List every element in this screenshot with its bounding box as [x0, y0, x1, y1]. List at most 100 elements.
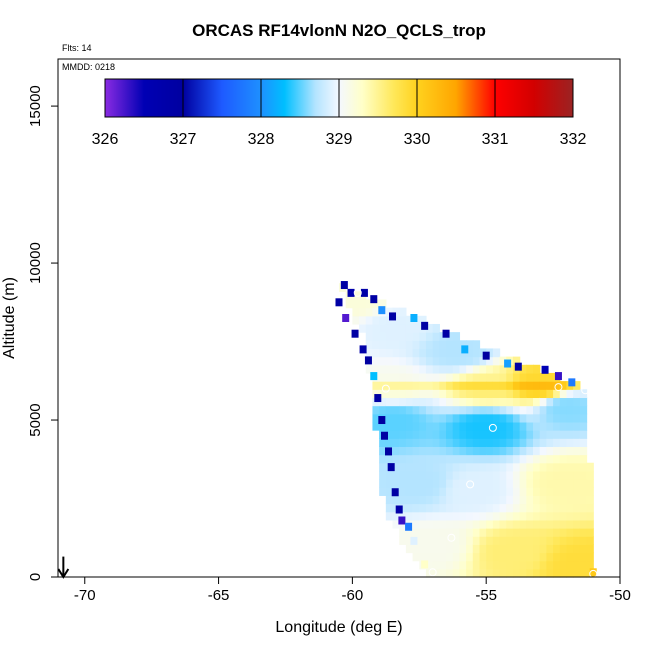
heatmap-cell [419, 503, 427, 513]
heatmap-cell [379, 405, 387, 415]
heatmap-cell [359, 323, 367, 333]
heatmap-cell [379, 340, 387, 350]
heatmap-cell [446, 479, 454, 488]
heatmap-cell [512, 356, 521, 366]
heatmap-cell [579, 519, 588, 529]
heatmap-cell [446, 348, 454, 358]
heatmap-cell [466, 348, 474, 358]
sample-circle [554, 383, 563, 392]
heatmap-cell [486, 462, 494, 472]
heatmap-cell [559, 462, 568, 472]
heatmap-cell [506, 389, 514, 399]
heatmap-cell [573, 568, 581, 578]
heatmap-cell [466, 446, 474, 456]
heatmap-cell [432, 536, 440, 545]
heatmap-cell [365, 340, 374, 350]
chart-title: ORCAS RF14vlonN N2O_QCLS_trop [192, 21, 486, 40]
heatmap-cell [385, 430, 394, 439]
heatmap-cell [472, 544, 481, 554]
heatmap-cell [452, 381, 461, 390]
heatmap-cell [459, 495, 467, 505]
heatmap-cell [533, 519, 541, 529]
heatmap-cell [459, 560, 467, 570]
heatmap-cell [519, 364, 527, 374]
heatmap-cell [506, 479, 514, 488]
heatmap-cell [539, 528, 547, 537]
heatmap-cell [412, 454, 420, 464]
heatmap-cell [372, 364, 380, 374]
heatmap-cell [425, 381, 434, 390]
heatmap-cell [372, 389, 380, 399]
heatmap-cell [546, 462, 554, 472]
edge-cell [378, 306, 386, 315]
heatmap-cell [486, 568, 494, 578]
heatmap-cell [466, 430, 474, 439]
heatmap-cell [512, 568, 521, 578]
heatmap-cell [546, 446, 554, 456]
heatmap-cell [412, 511, 420, 521]
heatmap-cell [486, 560, 494, 570]
heatmap-cell [446, 397, 454, 407]
heatmap-cell [412, 446, 420, 456]
heatmap-cell [405, 397, 414, 407]
heatmap-cell [399, 536, 407, 545]
heatmap-cell [459, 381, 467, 390]
heatmap-cell [579, 536, 588, 545]
heatmap-cell [439, 372, 447, 382]
heatmap-cell [519, 519, 527, 529]
heatmap-cell [352, 299, 360, 309]
colorbar-tick-label: 330 [404, 131, 431, 148]
heatmap-cell [486, 348, 494, 358]
heatmap-cell [439, 340, 447, 350]
heatmap-cell [533, 446, 541, 456]
heatmap-cell [499, 495, 507, 505]
heatmap-cell [425, 405, 434, 415]
heatmap-cell [526, 511, 534, 521]
heatmap-cell [579, 511, 588, 521]
heatmap-cell [486, 544, 494, 554]
heatmap-cell [512, 413, 521, 423]
heatmap-cell [472, 348, 481, 358]
heatmap-cell [405, 348, 414, 358]
heatmap-cell [573, 405, 581, 415]
heatmap-cell [566, 430, 574, 439]
heatmap-cell [425, 364, 434, 374]
heatmap-cell [392, 315, 400, 325]
x-tick-label: -65 [208, 587, 230, 604]
heatmap-cell [419, 544, 427, 554]
heatmap-cell [379, 479, 387, 488]
heatmap-cell [419, 511, 427, 521]
heatmap-cell [479, 568, 487, 578]
heatmap-cell [466, 495, 474, 505]
heatmap-cell [446, 568, 454, 578]
heatmap-cell [586, 470, 594, 480]
heatmap-cell [553, 389, 561, 399]
heatmap-cell [492, 568, 501, 578]
heatmap-cell [432, 421, 440, 431]
heatmap-cell [546, 560, 554, 570]
heatmap-cell [579, 544, 588, 554]
heatmap-cell [419, 470, 427, 480]
heatmap-cell [425, 340, 434, 350]
heatmap-cell [459, 462, 467, 472]
heatmap-cell [539, 503, 547, 513]
heatmap-cell [365, 307, 374, 317]
heatmap-cell [459, 421, 467, 431]
heatmap-cell [486, 364, 494, 374]
heatmap-cell [392, 454, 400, 464]
heatmap-cell [512, 519, 521, 529]
heatmap-cell [492, 446, 501, 456]
heatmap-cell [425, 389, 434, 399]
heatmap-cell [492, 495, 501, 505]
heatmap-cell [425, 503, 434, 513]
heatmap-cell [472, 421, 481, 431]
heatmap-cell [365, 299, 374, 309]
heatmap-cell [432, 438, 440, 447]
heatmap-cell [405, 446, 414, 456]
heatmap-cell [479, 487, 487, 496]
heatmap-cell [419, 430, 427, 439]
edge-cell [541, 365, 549, 374]
heatmap-cell [466, 560, 474, 570]
heatmap-cell [546, 503, 554, 513]
heatmap-cell [486, 446, 494, 456]
